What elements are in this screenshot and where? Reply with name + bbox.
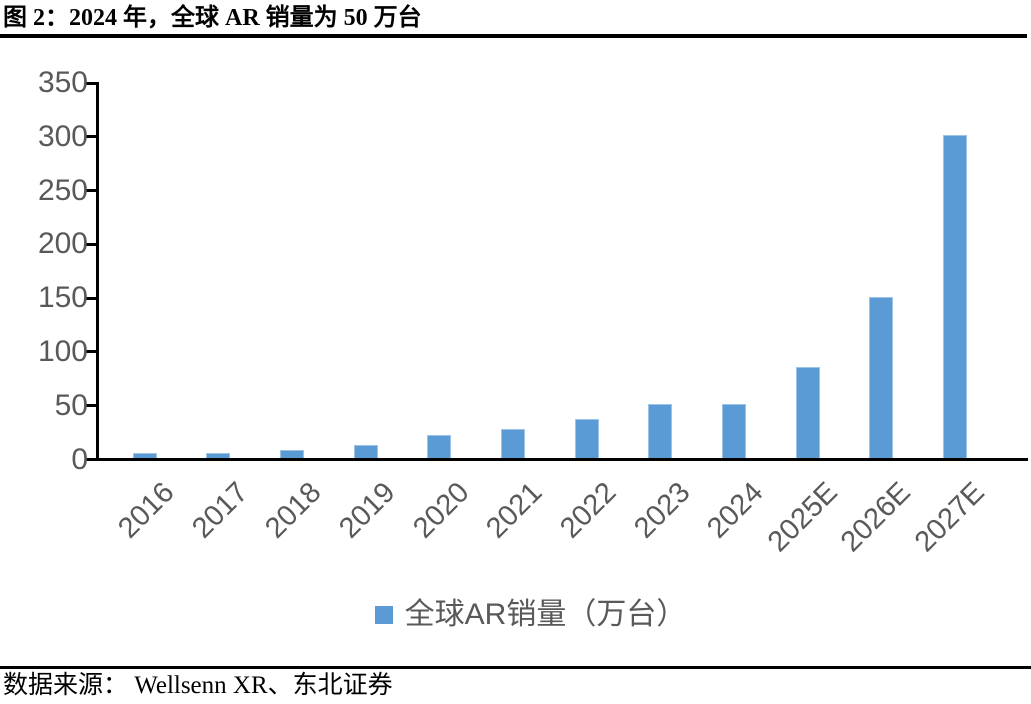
x-axis-label-2016: 2016 [112, 476, 181, 545]
y-axis-tick-150 [86, 296, 97, 300]
x-axis-label-2018: 2018 [259, 476, 328, 545]
y-axis-tick-300 [86, 135, 97, 139]
y-axis-tick-50 [86, 404, 97, 408]
y-axis-label-200: 200 [37, 227, 88, 261]
data-source-note: 数据来源： Wellsenn XR、东北证券 [3, 672, 393, 699]
y-axis-tick-200 [86, 242, 97, 246]
y-axis-tick-0 [86, 458, 97, 461]
chart-legend: 全球AR销量（万台） [0, 597, 1031, 633]
x-axis-label-2021: 2021 [480, 476, 549, 545]
x-axis-label-2026E: 2026E [835, 476, 918, 559]
bar-2017 [206, 452, 231, 458]
bar-2025E [795, 366, 820, 458]
bar-2026E [869, 296, 894, 458]
y-axis-label-250: 250 [37, 173, 88, 207]
y-axis-label-100: 100 [37, 334, 88, 368]
footer-divider [0, 666, 1031, 669]
legend-marker-square [374, 606, 393, 624]
x-axis-label-2025E: 2025E [761, 476, 844, 559]
y-axis-tick-250 [86, 189, 97, 193]
y-axis-label-50: 50 [54, 388, 88, 422]
x-axis-label-2017: 2017 [185, 476, 255, 545]
figure-title: 图 2：2024 年，全球 AR 销量为 50 万台 [3, 5, 422, 31]
title-underline [0, 34, 1027, 38]
y-axis-label-0: 0 [71, 442, 88, 476]
x-axis-label-2022: 2022 [554, 476, 623, 545]
y-axis-tick-350 [86, 81, 97, 85]
bar-2020 [427, 435, 452, 458]
y-axis-line [96, 82, 99, 461]
bar-2027E [942, 135, 967, 458]
bar-2016 [132, 452, 157, 458]
legend-label: 全球AR销量（万台） [404, 598, 687, 631]
y-axis-label-350: 350 [37, 66, 88, 100]
bar-2019 [353, 445, 378, 458]
bar-2023 [648, 404, 673, 458]
x-axis-label-2023: 2023 [627, 476, 697, 545]
x-axis-label-2020: 2020 [406, 476, 476, 545]
x-axis-label-2024: 2024 [701, 476, 770, 545]
y-axis-tick-100 [86, 350, 97, 354]
x-axis-line [96, 458, 1028, 461]
bar-2024 [721, 404, 746, 458]
bar-2018 [279, 450, 304, 458]
x-axis-label-2027E: 2027E [908, 476, 991, 559]
y-axis-label-150: 150 [37, 281, 88, 315]
bar-2022 [574, 419, 599, 458]
x-axis-label-2019: 2019 [333, 476, 402, 545]
y-axis-label-300: 300 [37, 119, 88, 153]
bar-2021 [500, 428, 525, 458]
